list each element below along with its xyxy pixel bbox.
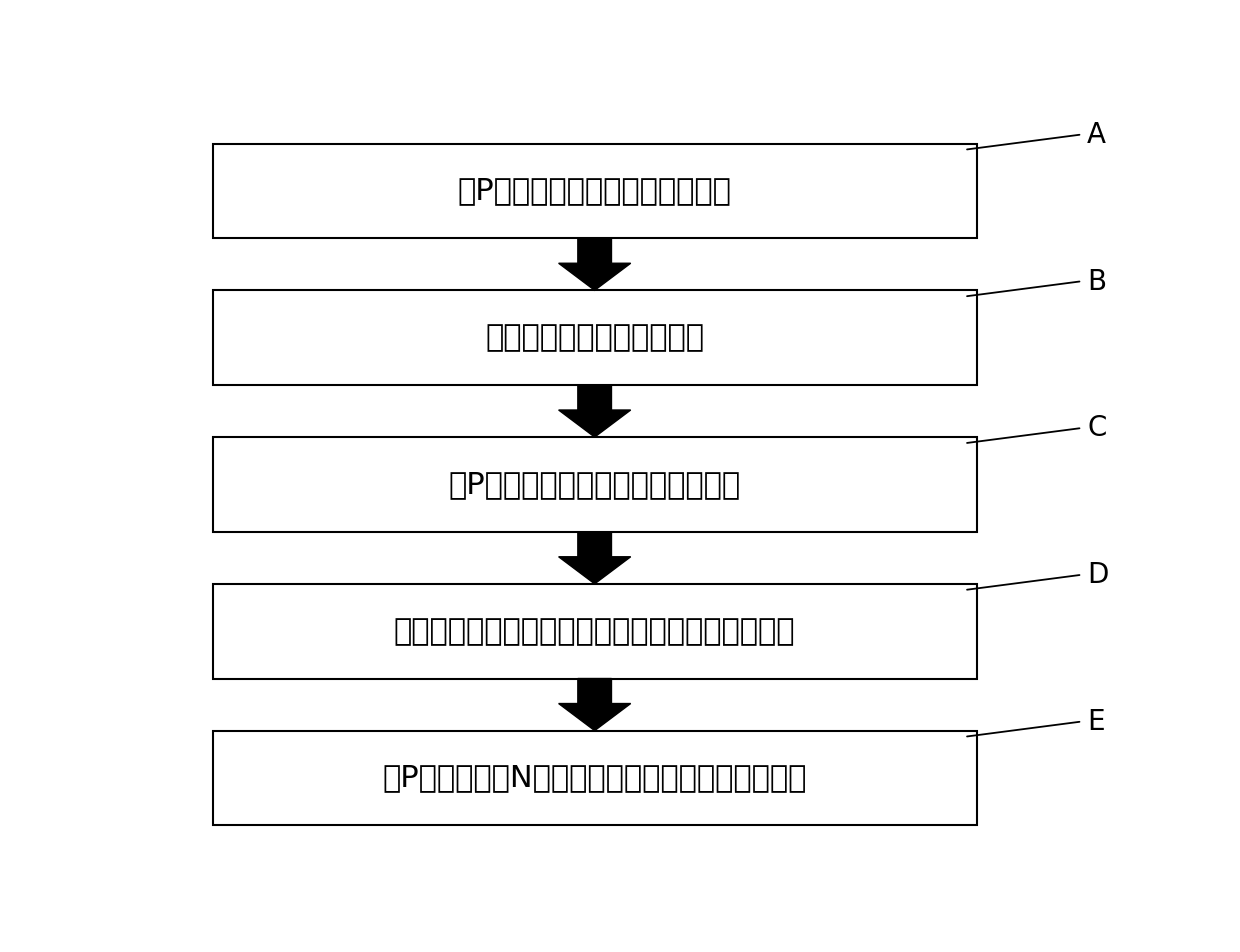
- Text: C: C: [1087, 414, 1106, 443]
- Bar: [213, 584, 977, 679]
- Polygon shape: [558, 532, 631, 584]
- Text: A: A: [1087, 121, 1106, 149]
- Bar: [213, 730, 977, 825]
- Text: 在P区结构层上侧生长一层介质薄膜: 在P区结构层上侧生长一层介质薄膜: [449, 470, 740, 499]
- Text: 在P区结构层上侧加工耦合脊阵列: 在P区结构层上侧加工耦合脊阵列: [458, 176, 732, 206]
- Polygon shape: [558, 679, 631, 730]
- Bar: [213, 290, 977, 385]
- Bar: [213, 144, 977, 238]
- Text: 去除耦合脊阵列上对应的介质薄膜制成电注入窗口: 去除耦合脊阵列上对应的介质薄膜制成电注入窗口: [394, 617, 795, 645]
- Bar: [213, 437, 977, 532]
- Polygon shape: [558, 238, 631, 290]
- Text: 在外延片层两侧加工解理沟: 在外延片层两侧加工解理沟: [485, 323, 704, 352]
- Text: E: E: [1087, 707, 1105, 736]
- Text: D: D: [1087, 561, 1109, 589]
- Text: B: B: [1087, 268, 1106, 295]
- Text: 在P区结构层和N区结构层最外侧制作欧姆接触电极: 在P区结构层和N区结构层最外侧制作欧姆接触电极: [382, 764, 807, 792]
- Polygon shape: [558, 385, 631, 437]
